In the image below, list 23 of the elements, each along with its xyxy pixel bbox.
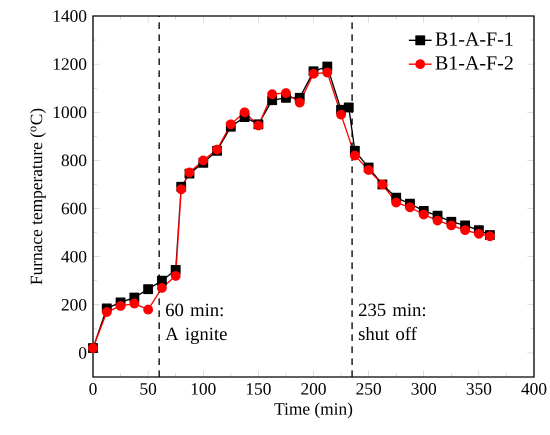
x-axis-title: Time (min)	[274, 402, 352, 418]
x-tick-label: 100	[192, 383, 216, 395]
y-tick-label: 1000	[54, 106, 86, 118]
y-tick-label: 0	[78, 347, 86, 359]
x-tick-label: 0	[89, 383, 97, 395]
ref-line-label: 60 min: A ignite	[165, 304, 227, 344]
y-tick-label: 1200	[54, 58, 86, 70]
legend-label: B1-A-F-2	[436, 56, 513, 70]
y-tick-label: 200	[62, 298, 86, 311]
x-tick-label: 350	[466, 383, 492, 395]
x-tick-label: 200	[301, 383, 326, 395]
legend-label: B1-A-F-1	[436, 32, 513, 46]
y-tick-label: 1400	[54, 10, 86, 22]
y-tick-label: 800	[62, 154, 86, 166]
x-tick-label: 50	[140, 383, 156, 395]
y-tick-label: 600	[62, 202, 86, 214]
x-tick-label: 250	[356, 383, 381, 395]
ref-line-label: 235 min: shut off	[358, 304, 426, 340]
x-tick-label: 300	[412, 383, 436, 395]
x-tick-label: 400	[521, 383, 546, 395]
y-axis-title: Furnace temperature ($^{o}$C)	[30, 108, 46, 285]
y-tick-label: 400	[61, 250, 86, 263]
x-tick-label: 150	[246, 383, 271, 395]
